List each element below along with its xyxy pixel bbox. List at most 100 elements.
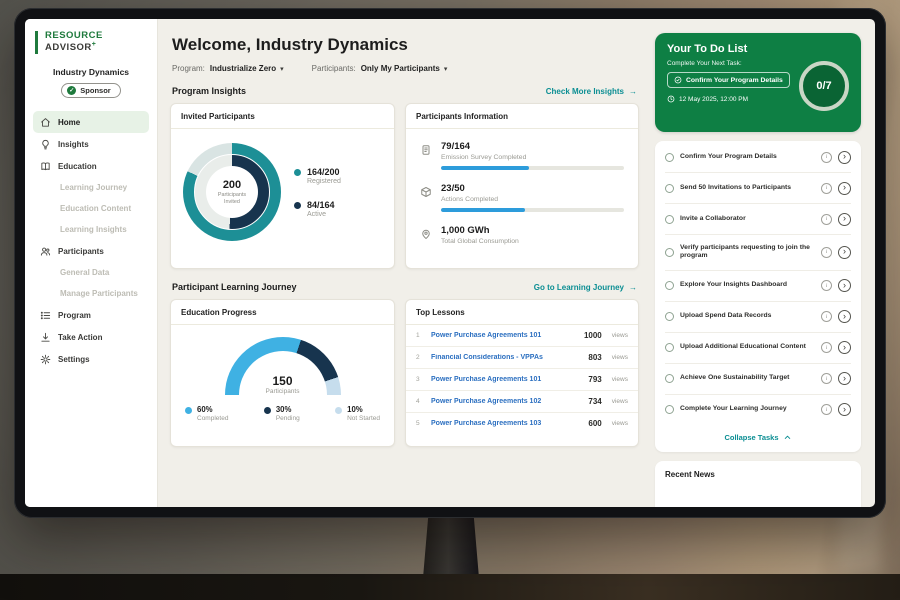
task-checkbox[interactable] bbox=[665, 152, 674, 162]
task-row[interactable]: Complete Your Learning Journey i › bbox=[665, 395, 851, 425]
clock-icon bbox=[667, 95, 675, 103]
sidebar-item-learning-insights[interactable]: Learning Insights bbox=[33, 219, 149, 240]
education-icon bbox=[40, 161, 51, 172]
task-row[interactable]: Invite a Collaborator i › bbox=[665, 204, 851, 235]
lesson-row: 4 Power Purchase Agreements 102 734 view… bbox=[406, 391, 638, 413]
info-icon[interactable]: i bbox=[821, 311, 832, 323]
due-date-label: 12 May 2025, 12:00 PM bbox=[679, 95, 749, 103]
chevron-right-icon[interactable]: › bbox=[838, 150, 851, 164]
stat-label: Emission Survey Completed bbox=[441, 154, 527, 161]
settings-icon bbox=[40, 354, 51, 365]
sidebar-item-home[interactable]: Home bbox=[33, 111, 149, 134]
main-content: Welcome, Industry Dynamics Program: Indu… bbox=[158, 19, 651, 507]
info-icon[interactable]: i bbox=[821, 342, 832, 354]
sidebar-item-manage-participants[interactable]: Manage Participants bbox=[33, 283, 149, 304]
info-icon[interactable]: i bbox=[821, 373, 832, 385]
sidebar-item-learning-journey[interactable]: Learning Journey bbox=[33, 177, 149, 198]
participants-filter[interactable]: Participants: Only My Participants ▾ bbox=[312, 64, 448, 73]
lesson-title-link[interactable]: Power Purchase Agreements 101 bbox=[431, 332, 542, 339]
collapse-tasks-button[interactable]: Collapse Tasks bbox=[665, 425, 851, 451]
task-checkbox[interactable] bbox=[665, 405, 674, 415]
task-row[interactable]: Verify participants requesting to join t… bbox=[665, 235, 851, 271]
legend-dot-navy bbox=[294, 201, 301, 209]
legend-label: Active bbox=[307, 210, 327, 218]
check-more-insights-link[interactable]: Check More Insights → bbox=[546, 87, 637, 96]
lesson-views: 1000 bbox=[583, 331, 602, 340]
invited-participants-card: Invited Participants 200 Participants In… bbox=[170, 103, 395, 269]
chevron-right-icon[interactable]: › bbox=[838, 310, 851, 324]
next-task-chip[interactable]: Confirm Your Program Details bbox=[667, 72, 790, 88]
info-icon[interactable]: i bbox=[821, 404, 832, 416]
task-row[interactable]: Confirm Your Program Details i › bbox=[665, 142, 851, 173]
info-icon[interactable]: i bbox=[821, 246, 832, 258]
sidebar-item-take-action[interactable]: Take Action bbox=[33, 326, 149, 348]
lesson-title-link[interactable]: Financial Considerations - VPPAs bbox=[431, 354, 543, 361]
sidebar-item-program[interactable]: Program bbox=[33, 304, 149, 326]
lesson-title-link[interactable]: Power Purchase Agreements 102 bbox=[431, 398, 542, 405]
program-filter[interactable]: Program: Industrialize Zero ▾ bbox=[172, 64, 284, 73]
stat-actions-completed: 23/50 Actions Completed bbox=[420, 183, 624, 212]
chevron-right-icon[interactable]: › bbox=[838, 341, 851, 355]
donut-center-value: 200 bbox=[222, 178, 242, 191]
sponsor-badge: ✓ Sponsor bbox=[61, 83, 121, 99]
sidebar-item-label: Participants bbox=[58, 246, 104, 256]
task-checkbox[interactable] bbox=[665, 281, 674, 291]
chevron-right-icon[interactable]: › bbox=[838, 279, 851, 293]
invited-participants-body: 200 Participants Invited 164/200 Registe… bbox=[171, 129, 394, 255]
sidebar-item-participants[interactable]: Participants bbox=[33, 240, 149, 262]
task-row[interactable]: Send 50 Invitations to Participants i › bbox=[665, 173, 851, 204]
task-row[interactable]: Upload Spend Data Records i › bbox=[665, 302, 851, 333]
participants-information-body: 79/164 Emission Survey Completed 23/50 A… bbox=[406, 129, 638, 245]
stat-global-consumption: 1,000 GWh Total Global Consumption bbox=[420, 225, 624, 245]
lesson-title-link[interactable]: Power Purchase Agreements 101 bbox=[431, 376, 542, 383]
sidebar-item-insights[interactable]: Insights bbox=[33, 133, 149, 155]
sidebar-item-general-data[interactable]: General Data bbox=[33, 262, 149, 283]
sponsor-badge-label: Sponsor bbox=[80, 86, 111, 96]
lesson-title-link[interactable]: Power Purchase Agreements 103 bbox=[431, 420, 542, 427]
task-row[interactable]: Achieve One Sustainability Target i › bbox=[665, 364, 851, 395]
task-checkbox[interactable] bbox=[665, 312, 674, 322]
chevron-right-icon[interactable]: › bbox=[838, 403, 851, 417]
sidebar-item-label: Education bbox=[58, 161, 97, 171]
sidebar-item-label: Program bbox=[58, 310, 91, 320]
sidebar-item-education-content[interactable]: Education Content bbox=[33, 198, 149, 219]
stat-label: Total Global Consumption bbox=[441, 238, 519, 245]
task-checkbox[interactable] bbox=[665, 374, 674, 384]
sidebar-item-settings[interactable]: Settings bbox=[33, 348, 149, 370]
chevron-right-icon[interactable]: › bbox=[838, 212, 851, 226]
legend-value: 84/164 bbox=[307, 199, 335, 210]
donut-legend: 164/200 Registered 84/164 Active bbox=[294, 167, 341, 218]
card-title: Top Lessons bbox=[406, 300, 638, 325]
lesson-views-label: views bbox=[611, 376, 628, 383]
info-icon[interactable]: i bbox=[821, 280, 832, 292]
insights-icon bbox=[40, 139, 51, 150]
task-row[interactable]: Upload Additional Educational Content i … bbox=[665, 333, 851, 364]
recent-news-card: Recent News bbox=[655, 460, 861, 507]
sidebar: RESOURCE ADVISOR+ Industry Dynamics ✓ Sp… bbox=[25, 19, 158, 507]
info-icon[interactable]: i bbox=[821, 151, 832, 163]
chevron-right-icon[interactable]: › bbox=[838, 181, 851, 195]
task-row[interactable]: Explore Your Insights Dashboard i › bbox=[665, 271, 851, 302]
task-label: Invite a Collaborator bbox=[680, 214, 746, 222]
task-checkbox[interactable] bbox=[665, 183, 674, 193]
education-progress-gauge-chart: 150 Participants bbox=[224, 337, 341, 395]
legend-dot-navy bbox=[263, 407, 271, 414]
go-to-learning-journey-link[interactable]: Go to Learning Journey → bbox=[534, 283, 637, 292]
lesson-views-label: views bbox=[611, 398, 628, 405]
chevron-right-icon[interactable]: › bbox=[838, 372, 851, 386]
sidebar-item-label: Learning Insights bbox=[60, 225, 127, 235]
task-checkbox[interactable] bbox=[665, 343, 674, 353]
arrow-right-icon: → bbox=[629, 282, 637, 292]
info-icon[interactable]: i bbox=[821, 182, 832, 194]
sidebar-item-education[interactable]: Education bbox=[33, 155, 149, 177]
task-checkbox[interactable] bbox=[665, 214, 674, 224]
stat-value: 1,000 GWh bbox=[441, 225, 490, 236]
info-icon[interactable]: i bbox=[821, 213, 832, 225]
chevron-right-icon[interactable]: › bbox=[838, 245, 851, 259]
task-label: Upload Spend Data Records bbox=[680, 312, 772, 320]
actions-icon bbox=[420, 185, 432, 197]
task-label: Explore Your Insights Dashboard bbox=[680, 281, 788, 289]
task-checkbox[interactable] bbox=[665, 247, 674, 257]
program-filter-value: Industrialize Zero bbox=[209, 64, 277, 73]
participants-filter-label: Participants: bbox=[311, 64, 356, 73]
